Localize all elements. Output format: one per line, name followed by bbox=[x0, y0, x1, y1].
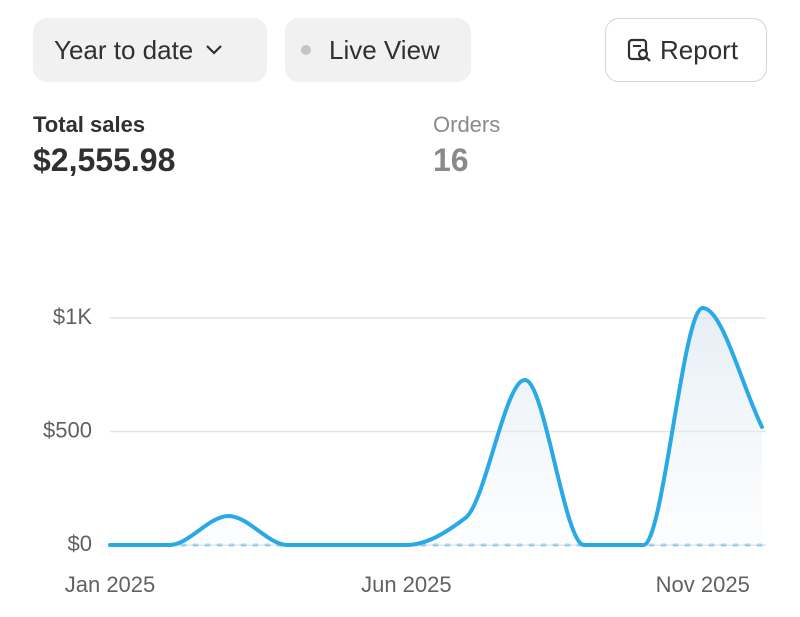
metric-value: $2,555.98 bbox=[33, 142, 176, 178]
metric-value: 16 bbox=[433, 142, 469, 178]
metric-label: Orders bbox=[433, 112, 501, 137]
metric-label: Total sales bbox=[33, 112, 146, 137]
report-label: Report bbox=[660, 34, 739, 65]
y-tick-label: $1K bbox=[53, 304, 92, 329]
range-label: Year to date bbox=[54, 34, 194, 65]
live-button[interactable]: Live View bbox=[285, 18, 471, 82]
x-tick-label: Nov 2025 bbox=[656, 572, 750, 597]
report-icon bbox=[627, 38, 651, 62]
live-label: Live View bbox=[329, 34, 440, 65]
metric: Total sales $2,555.98 bbox=[33, 112, 175, 179]
chevron bbox=[206, 45, 223, 55]
line bbox=[108, 306, 764, 548]
y-tick-label: $0 bbox=[68, 531, 92, 556]
report-button[interactable]: Report bbox=[605, 18, 767, 82]
live-dot bbox=[301, 45, 311, 55]
range-button[interactable]: Year to date bbox=[33, 18, 267, 82]
area bbox=[110, 308, 762, 545]
x-tick-label: Jun 2025 bbox=[361, 572, 452, 597]
x-tick-label: Jan 2025 bbox=[65, 572, 156, 597]
y-tick-label: $500 bbox=[43, 417, 92, 442]
metric: Orders 16 bbox=[433, 112, 500, 179]
